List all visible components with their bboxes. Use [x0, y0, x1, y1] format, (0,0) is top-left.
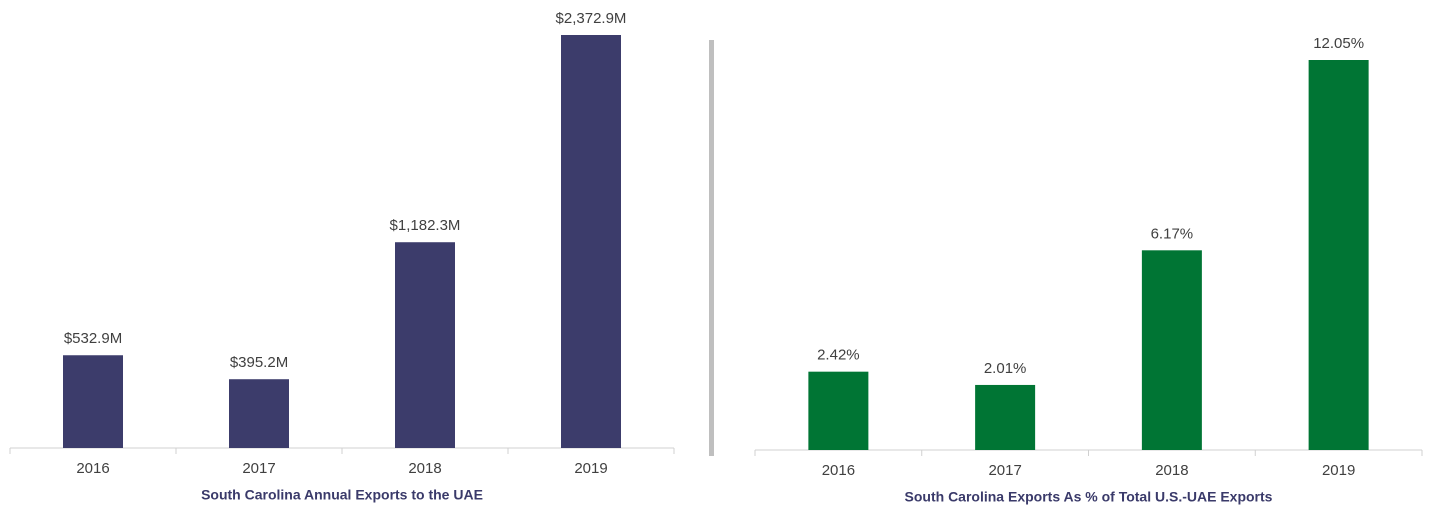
x-tick-label: 2018	[1155, 462, 1188, 479]
x-tick-label: 2017	[242, 460, 275, 477]
x-tick-label: 2016	[822, 462, 855, 479]
data-label: 2.42%	[817, 347, 860, 364]
x-tick-label: 2018	[408, 460, 441, 477]
bar	[561, 35, 621, 448]
bar	[229, 379, 289, 448]
x-tick-label: 2016	[76, 460, 109, 477]
x-tick-label: 2019	[574, 460, 607, 477]
bar	[1141, 250, 1202, 450]
divider	[709, 40, 714, 456]
x-tick-label: 2019	[1322, 462, 1355, 479]
bar	[1308, 60, 1369, 450]
bar	[63, 355, 123, 448]
data-label: 2.01%	[984, 360, 1027, 377]
bar	[975, 384, 1036, 450]
data-label: 6.17%	[1151, 225, 1194, 242]
data-label: 12.05%	[1313, 35, 1364, 52]
data-label: $395.2M	[230, 354, 288, 371]
bar	[395, 242, 455, 448]
chart-title: South Carolina Annual Exports to the UAE	[201, 487, 483, 503]
chart-title: South Carolina Exports As % of Total U.S…	[905, 489, 1273, 505]
bar	[808, 371, 869, 450]
data-label: $1,182.3M	[390, 217, 461, 234]
data-label: $532.9M	[64, 330, 122, 347]
x-tick-label: 2017	[988, 462, 1021, 479]
data-label: $2,372.9M	[556, 10, 627, 27]
